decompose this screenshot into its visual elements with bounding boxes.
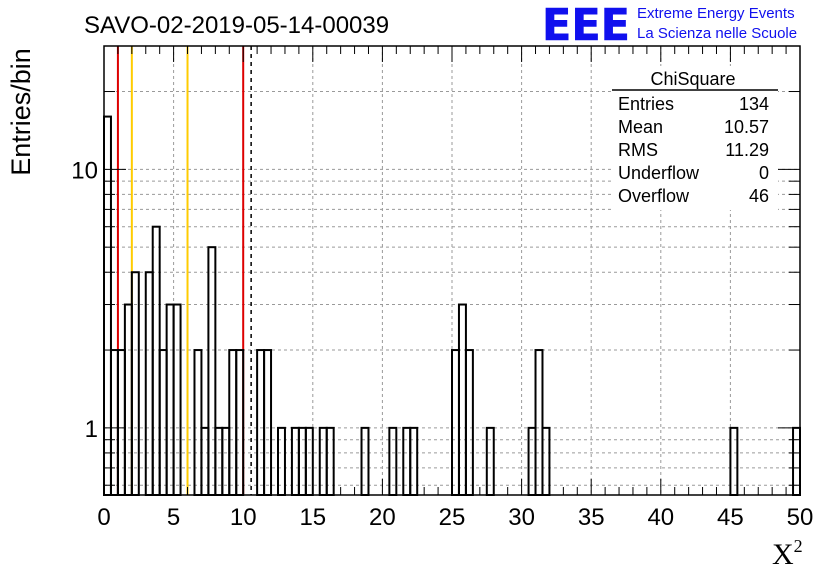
stats-box: ChiSquare Entries 134 Mean 10.57 RMS 11.29 Unde…	[612, 66, 778, 210]
eee-logo-line1: Extreme Energy Events	[637, 5, 795, 22]
x-tick-label: 10	[230, 504, 257, 531]
x-tick-label: 45	[717, 504, 744, 531]
histogram-bar	[256, 349, 266, 496]
histogram-bar	[193, 349, 203, 496]
x-tick-label: 30	[508, 504, 535, 531]
histogram-bar	[151, 225, 161, 496]
x-tick-label: 35	[578, 504, 605, 531]
histogram-bar	[207, 246, 217, 496]
histogram-bar	[457, 303, 467, 496]
histogram-bar	[172, 303, 182, 496]
histogram-bar	[158, 349, 168, 496]
stats-row-value: 46	[749, 186, 769, 206]
chart-title: SAVO-02-2019-05-14-00039	[84, 12, 389, 39]
stats-row-label: Underflow	[618, 163, 700, 183]
histogram-bar	[144, 271, 154, 496]
histogram-bar	[165, 303, 175, 496]
x-tick-label: 5	[167, 504, 180, 531]
histogram-bar	[235, 349, 245, 496]
histogram-bar	[123, 303, 133, 496]
x-axis-label: X2	[772, 536, 803, 571]
stats-row-label: Overflow	[618, 186, 690, 206]
histogram-bar	[130, 271, 140, 496]
histogram-bar	[116, 349, 126, 496]
histogram-bar	[228, 349, 238, 496]
stats-box-title: ChiSquare	[650, 69, 735, 89]
stats-row-value: 0	[759, 163, 769, 183]
histogram-bar	[534, 349, 544, 496]
x-tick-label: 20	[369, 504, 396, 531]
eee-logo: EEE Extreme Energy Events La Scienza nel…	[542, 0, 797, 51]
x-tick-label: 25	[439, 504, 466, 531]
x-tick-label: 15	[299, 504, 326, 531]
axis-ticks: 0 5 10 15 20 25 30 35 40 45 50 1 10	[71, 46, 813, 531]
histogram-bar	[451, 349, 460, 496]
stats-row-label: Mean	[618, 117, 663, 137]
stats-row-value: 10.57	[724, 117, 769, 137]
stats-row-label: Entries	[618, 94, 674, 114]
histogram-bar	[263, 349, 273, 496]
x-tick-label: 50	[787, 504, 814, 531]
eee-logo-mark: EEE	[542, 0, 630, 51]
y-axis-label: Entries/bin	[6, 48, 36, 176]
histogram-bar	[464, 349, 474, 496]
stats-row-value: 134	[739, 94, 769, 114]
eee-logo-line2: La Scienza nelle Scuole	[637, 25, 797, 42]
x-tick-label: 0	[97, 504, 110, 531]
x-tick-label: 40	[647, 504, 674, 531]
y-tick-label: 1	[85, 416, 98, 443]
histogram-bar	[103, 115, 112, 496]
histogram-bar	[109, 349, 119, 496]
stats-row-label: RMS	[618, 140, 658, 160]
y-tick-label: 10	[71, 157, 98, 184]
stats-row-value: 11.29	[725, 140, 769, 160]
